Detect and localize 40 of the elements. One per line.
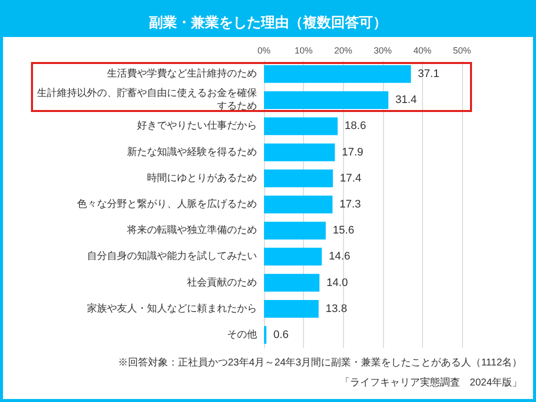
x-tick-label: 40%: [413, 46, 432, 56]
bar: [264, 196, 333, 214]
data-label: 17.9: [342, 146, 364, 158]
data-label: 13.8: [326, 302, 348, 315]
bar: [264, 222, 326, 240]
data-label: 0.6: [273, 328, 289, 341]
x-tick-label: 50%: [452, 46, 472, 56]
y-tick-label: 時間にゆとりがあるため: [147, 172, 257, 184]
bar: [264, 91, 388, 110]
y-tick-label: 社会貢献のため: [187, 276, 257, 288]
text: 「ライフキャリア実態調査 2024年版」: [340, 376, 522, 388]
x-tick-label: 20%: [334, 46, 352, 56]
y-tick-label: 自分自身の知識や能力を試してみたい: [87, 250, 257, 262]
bar: [264, 300, 319, 318]
data-label: 14.6: [328, 250, 350, 263]
y-tick-label: その他: [227, 328, 257, 340]
y-tick-label: 色々な分野と繋がり、人脈を広げるため: [77, 198, 257, 210]
data-label: 17.3: [340, 198, 361, 210]
y-tick-label: 好きでやりたい仕事だから: [137, 120, 257, 132]
data-label: 37.1: [418, 68, 440, 80]
data-label: 31.4: [395, 94, 417, 106]
bar: [264, 117, 338, 136]
data-label: 17.4: [340, 172, 362, 184]
data-label: 15.6: [332, 224, 354, 237]
y-tick-label: 生活費や学費など生計維持のため: [107, 68, 257, 80]
bar: [264, 274, 320, 292]
y-tick-label: 家族や友人・知人などに頼まれたから: [87, 302, 257, 314]
x-tick-label: 10%: [294, 46, 313, 56]
x-tick-label: 0%: [257, 46, 271, 56]
data-label: 14.0: [326, 276, 348, 289]
chart-title: 副業・兼業をした理由（複数回答可）: [149, 14, 387, 30]
text: ※回答対象：正社員かつ23年4月～24年3月間に副業・兼業をしたことがある人（1112名）: [118, 356, 522, 368]
bar: [264, 65, 411, 83]
bar: [264, 248, 322, 266]
data-label: 18.6: [344, 120, 366, 132]
y-tick-label: 新たな知識や経験を得るため: [127, 146, 257, 158]
bar: [264, 170, 333, 188]
y-tick-label: 将来の転職や独立準備のため: [126, 224, 257, 236]
x-tick-label: 30%: [374, 46, 392, 56]
bar: [264, 143, 335, 162]
